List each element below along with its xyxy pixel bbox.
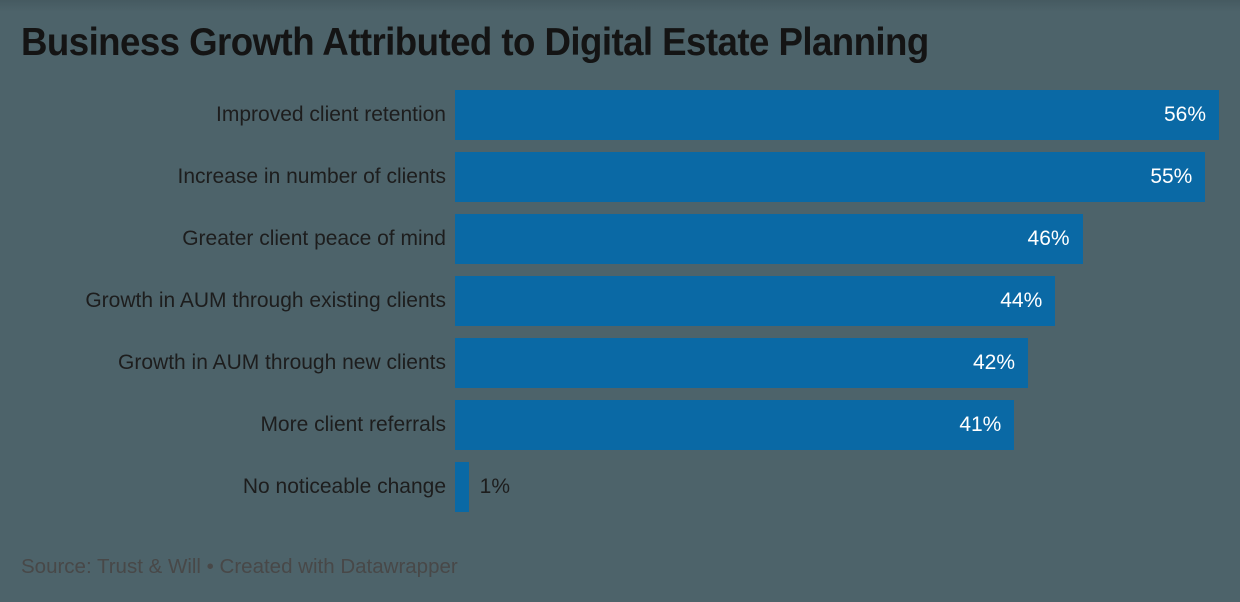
bar [455, 462, 469, 512]
source-line: Source: Trust & Will • Created with Data… [21, 555, 458, 578]
category-label: Growth in AUM through existing clients [85, 289, 446, 312]
category-label: Improved client retention [216, 103, 446, 126]
bar-track: 44% [455, 276, 1219, 326]
bar: 46% [455, 214, 1083, 264]
bar: 41% [455, 400, 1015, 450]
bar-chart: Improved client retention 56% Increase in … [0, 90, 1240, 512]
value-label: 46% [1027, 227, 1070, 250]
bar-row: Growth in AUM through new clients 42% [0, 338, 1240, 388]
bar: 44% [455, 276, 1056, 326]
bar-row: No noticeable change 1% [0, 462, 1240, 512]
bar-track: 41% [455, 400, 1219, 450]
bar-track: 56% [455, 90, 1219, 140]
bar-track: 42% [455, 338, 1219, 388]
bar-row: Greater client peace of mind 46% [0, 214, 1240, 264]
value-label: 1% [479, 475, 510, 498]
bar-row: More client referrals 41% [0, 400, 1240, 450]
bar-track: 1% [455, 462, 1219, 512]
category-label: Increase in number of clients [177, 165, 446, 188]
bar-track: 55% [455, 152, 1219, 202]
category-label: Greater client peace of mind [182, 227, 446, 250]
value-label: 44% [1000, 289, 1043, 312]
bar: 42% [455, 338, 1028, 388]
bar: 55% [455, 152, 1206, 202]
category-label: More client referrals [260, 413, 446, 436]
bar-track: 46% [455, 214, 1219, 264]
value-label: 55% [1150, 165, 1193, 188]
bar-row: Increase in number of clients 55% [0, 152, 1240, 202]
bar-row: Improved client retention 56% [0, 90, 1240, 140]
chart-title: Business Growth Attributed to Digital Es… [21, 21, 929, 64]
value-label: 42% [972, 351, 1015, 374]
category-label: Growth in AUM through new clients [118, 351, 446, 374]
bar-row: Growth in AUM through existing clients 44… [0, 276, 1240, 326]
value-label: 56% [1163, 103, 1206, 126]
bar: 56% [455, 90, 1219, 140]
category-label: No noticeable change [242, 475, 446, 498]
value-label: 41% [959, 413, 1002, 436]
